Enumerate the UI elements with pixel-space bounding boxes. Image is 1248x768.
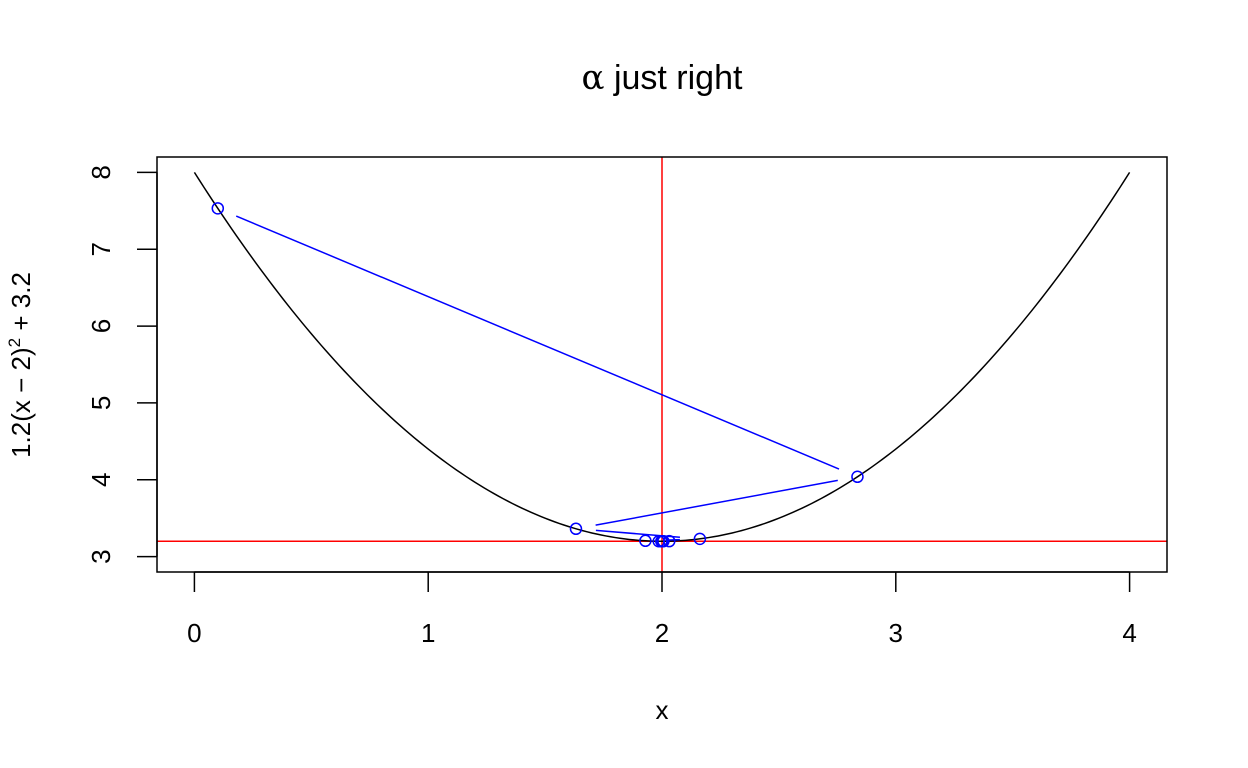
- y-tick-label: 4: [86, 473, 116, 487]
- iterate-point: [693, 532, 707, 546]
- title-alpha: α: [582, 58, 605, 98]
- y-axis-title-exponent: 2: [5, 338, 24, 347]
- x-tick-label: 0: [187, 618, 201, 648]
- y-axis: 3 4 5 6 7 8: [86, 165, 158, 564]
- y-tick-label: 5: [86, 396, 116, 410]
- iterate-segment: [235, 215, 840, 470]
- y-tick-label: 3: [86, 549, 116, 563]
- y-axis-title-base: 1.2(x − 2): [6, 347, 36, 458]
- x-axis-title: x: [656, 695, 669, 725]
- function-curve: [193, 171, 1131, 543]
- iterate-point: [655, 535, 669, 548]
- x-tick-label: 1: [421, 618, 435, 648]
- iterate-point: [639, 534, 652, 548]
- chart-title: α just right: [582, 58, 743, 98]
- x-tick-label: 3: [889, 618, 903, 648]
- x-tick-label: 4: [1122, 618, 1136, 648]
- y-axis-title: 1.2(x − 2)2 + 3.2: [5, 272, 36, 458]
- iterate-point: [211, 202, 225, 215]
- iterate-segment: [595, 479, 838, 526]
- title-text: just right: [605, 59, 743, 97]
- plot-area: [157, 157, 1167, 572]
- y-tick-label: 7: [86, 242, 116, 256]
- y-tick-label: 6: [86, 319, 116, 333]
- y-tick-label: 8: [86, 165, 116, 179]
- x-axis: 0 1 2 3 4: [187, 571, 1137, 648]
- iterate-point: [569, 522, 583, 536]
- iterate-point: [851, 470, 864, 484]
- y-axis-title-tail: + 3.2: [6, 272, 36, 338]
- x-tick-label: 2: [655, 618, 669, 648]
